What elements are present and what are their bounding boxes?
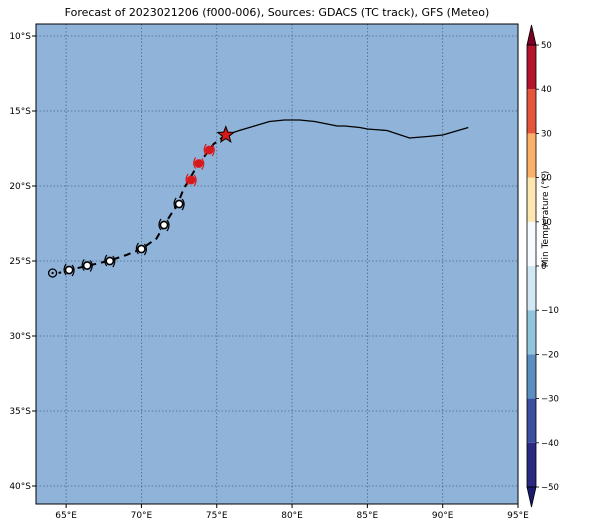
tc-center [136, 244, 146, 254]
colorbar-level [527, 266, 536, 311]
colorbar-level [527, 354, 536, 399]
tc-arc [158, 218, 162, 231]
tc-center [194, 159, 204, 168]
lat-tick-label: 40°S [9, 482, 31, 492]
colorbar-level [527, 45, 536, 90]
tc-arc [81, 259, 85, 271]
tc-track-layer [47, 119, 469, 278]
lat-tick-label: 15°S [9, 107, 31, 117]
tc-arc [181, 198, 185, 211]
map-frame [35, 23, 519, 505]
tc-low-marker [47, 268, 58, 278]
colorbar-level [527, 442, 536, 487]
tc-arc [63, 263, 67, 276]
colorbar-level [527, 398, 536, 443]
lat-tick-label: 20°S [9, 182, 31, 192]
tc-center [159, 220, 169, 230]
colorbar-tick-label: 20 [541, 174, 552, 184]
colorbar-tick-label: −50 [541, 483, 559, 493]
colorbar-level [527, 221, 536, 266]
tc-arc [135, 242, 139, 255]
tc-center [82, 261, 92, 270]
tc-arc [104, 254, 108, 267]
tc-arc [166, 219, 170, 232]
tc-ring [47, 268, 58, 278]
lon-tick-label: 90°E [432, 511, 454, 521]
lon-tick-label: 70°E [131, 511, 153, 521]
tc-symbol-marker [81, 259, 93, 272]
tc-arc [193, 174, 197, 187]
lat-axis: 10°S 15°S 20°S 25°S 30°S 35°S 40°S [9, 32, 36, 492]
ocean-background [36, 24, 518, 504]
colorbar-tick-label: −40 [541, 439, 559, 449]
lon-tick-label: 95°E [507, 511, 529, 521]
lon-tick-label: 75°E [206, 511, 228, 521]
tc-arc [203, 143, 207, 156]
colorbar: 50 40 30 20 10 0 −10 −20 −30 −40 −50 [526, 24, 559, 508]
tc-arc [89, 260, 93, 272]
colorbar-tick-label: −20 [541, 350, 559, 360]
tc-arc [143, 243, 147, 256]
tc-symbol-marker [158, 218, 170, 232]
tc-ring-dot [51, 271, 54, 275]
tc-arc [211, 144, 215, 157]
colorbar-level [527, 89, 536, 134]
lon-axis: 65°E 70°E 75°E 80°E 85°E 90°E 95°E [55, 504, 529, 521]
colorbar-tick-label: 10 [541, 218, 552, 228]
colorbar-tick-label: −30 [541, 395, 559, 405]
lon-tick-label: 85°E [357, 511, 379, 521]
lon-tick-label: 65°E [55, 511, 77, 521]
tc-arc [71, 264, 75, 277]
colorbar-level [527, 133, 536, 178]
colorbar-tick-label: 30 [541, 129, 552, 139]
colorbar-label: Min Temperature (°C) [541, 170, 551, 268]
colorbar-level [527, 177, 536, 222]
colorbar-tick-label: 50 [541, 41, 552, 51]
lat-tick-label: 10°S [9, 32, 31, 42]
tc-center [64, 265, 74, 275]
tc-symbol-marker [104, 254, 116, 268]
tc-arc [112, 255, 116, 268]
tc-arc [201, 158, 205, 170]
lat-tick-label: 25°S [9, 257, 31, 267]
current-position-star [216, 125, 236, 144]
tc-arc [173, 197, 177, 210]
lat-tick-label: 35°S [9, 407, 31, 417]
colorbar-tick-label: −10 [541, 306, 559, 316]
tc-symbol-marker [203, 143, 215, 157]
lon-tick-label: 80°E [281, 511, 303, 521]
colorbar-under-extension [526, 486, 537, 508]
tc-symbol-marker [135, 242, 147, 256]
colorbar-tick-label: 0 [541, 262, 546, 272]
tc-symbol-marker [63, 263, 75, 277]
past-track-line [225, 119, 469, 139]
lat-tick-label: 30°S [9, 332, 31, 342]
colorbar-over-extension [526, 24, 537, 46]
tc-symbol-marker [173, 197, 185, 211]
tc-symbol-marker [185, 173, 197, 187]
tc-center [186, 175, 196, 185]
map-title: Forecast of 2023021206 (f000-006), Sourc… [64, 6, 490, 19]
colorbar-tick-label: 40 [541, 85, 552, 95]
tc-symbol-marker [193, 157, 205, 170]
tc-arc [185, 173, 189, 186]
tc-center [174, 199, 184, 209]
tc-arc [193, 157, 197, 169]
colorbar-level [527, 310, 536, 355]
tc-center [204, 145, 214, 155]
tc-center [105, 256, 115, 266]
